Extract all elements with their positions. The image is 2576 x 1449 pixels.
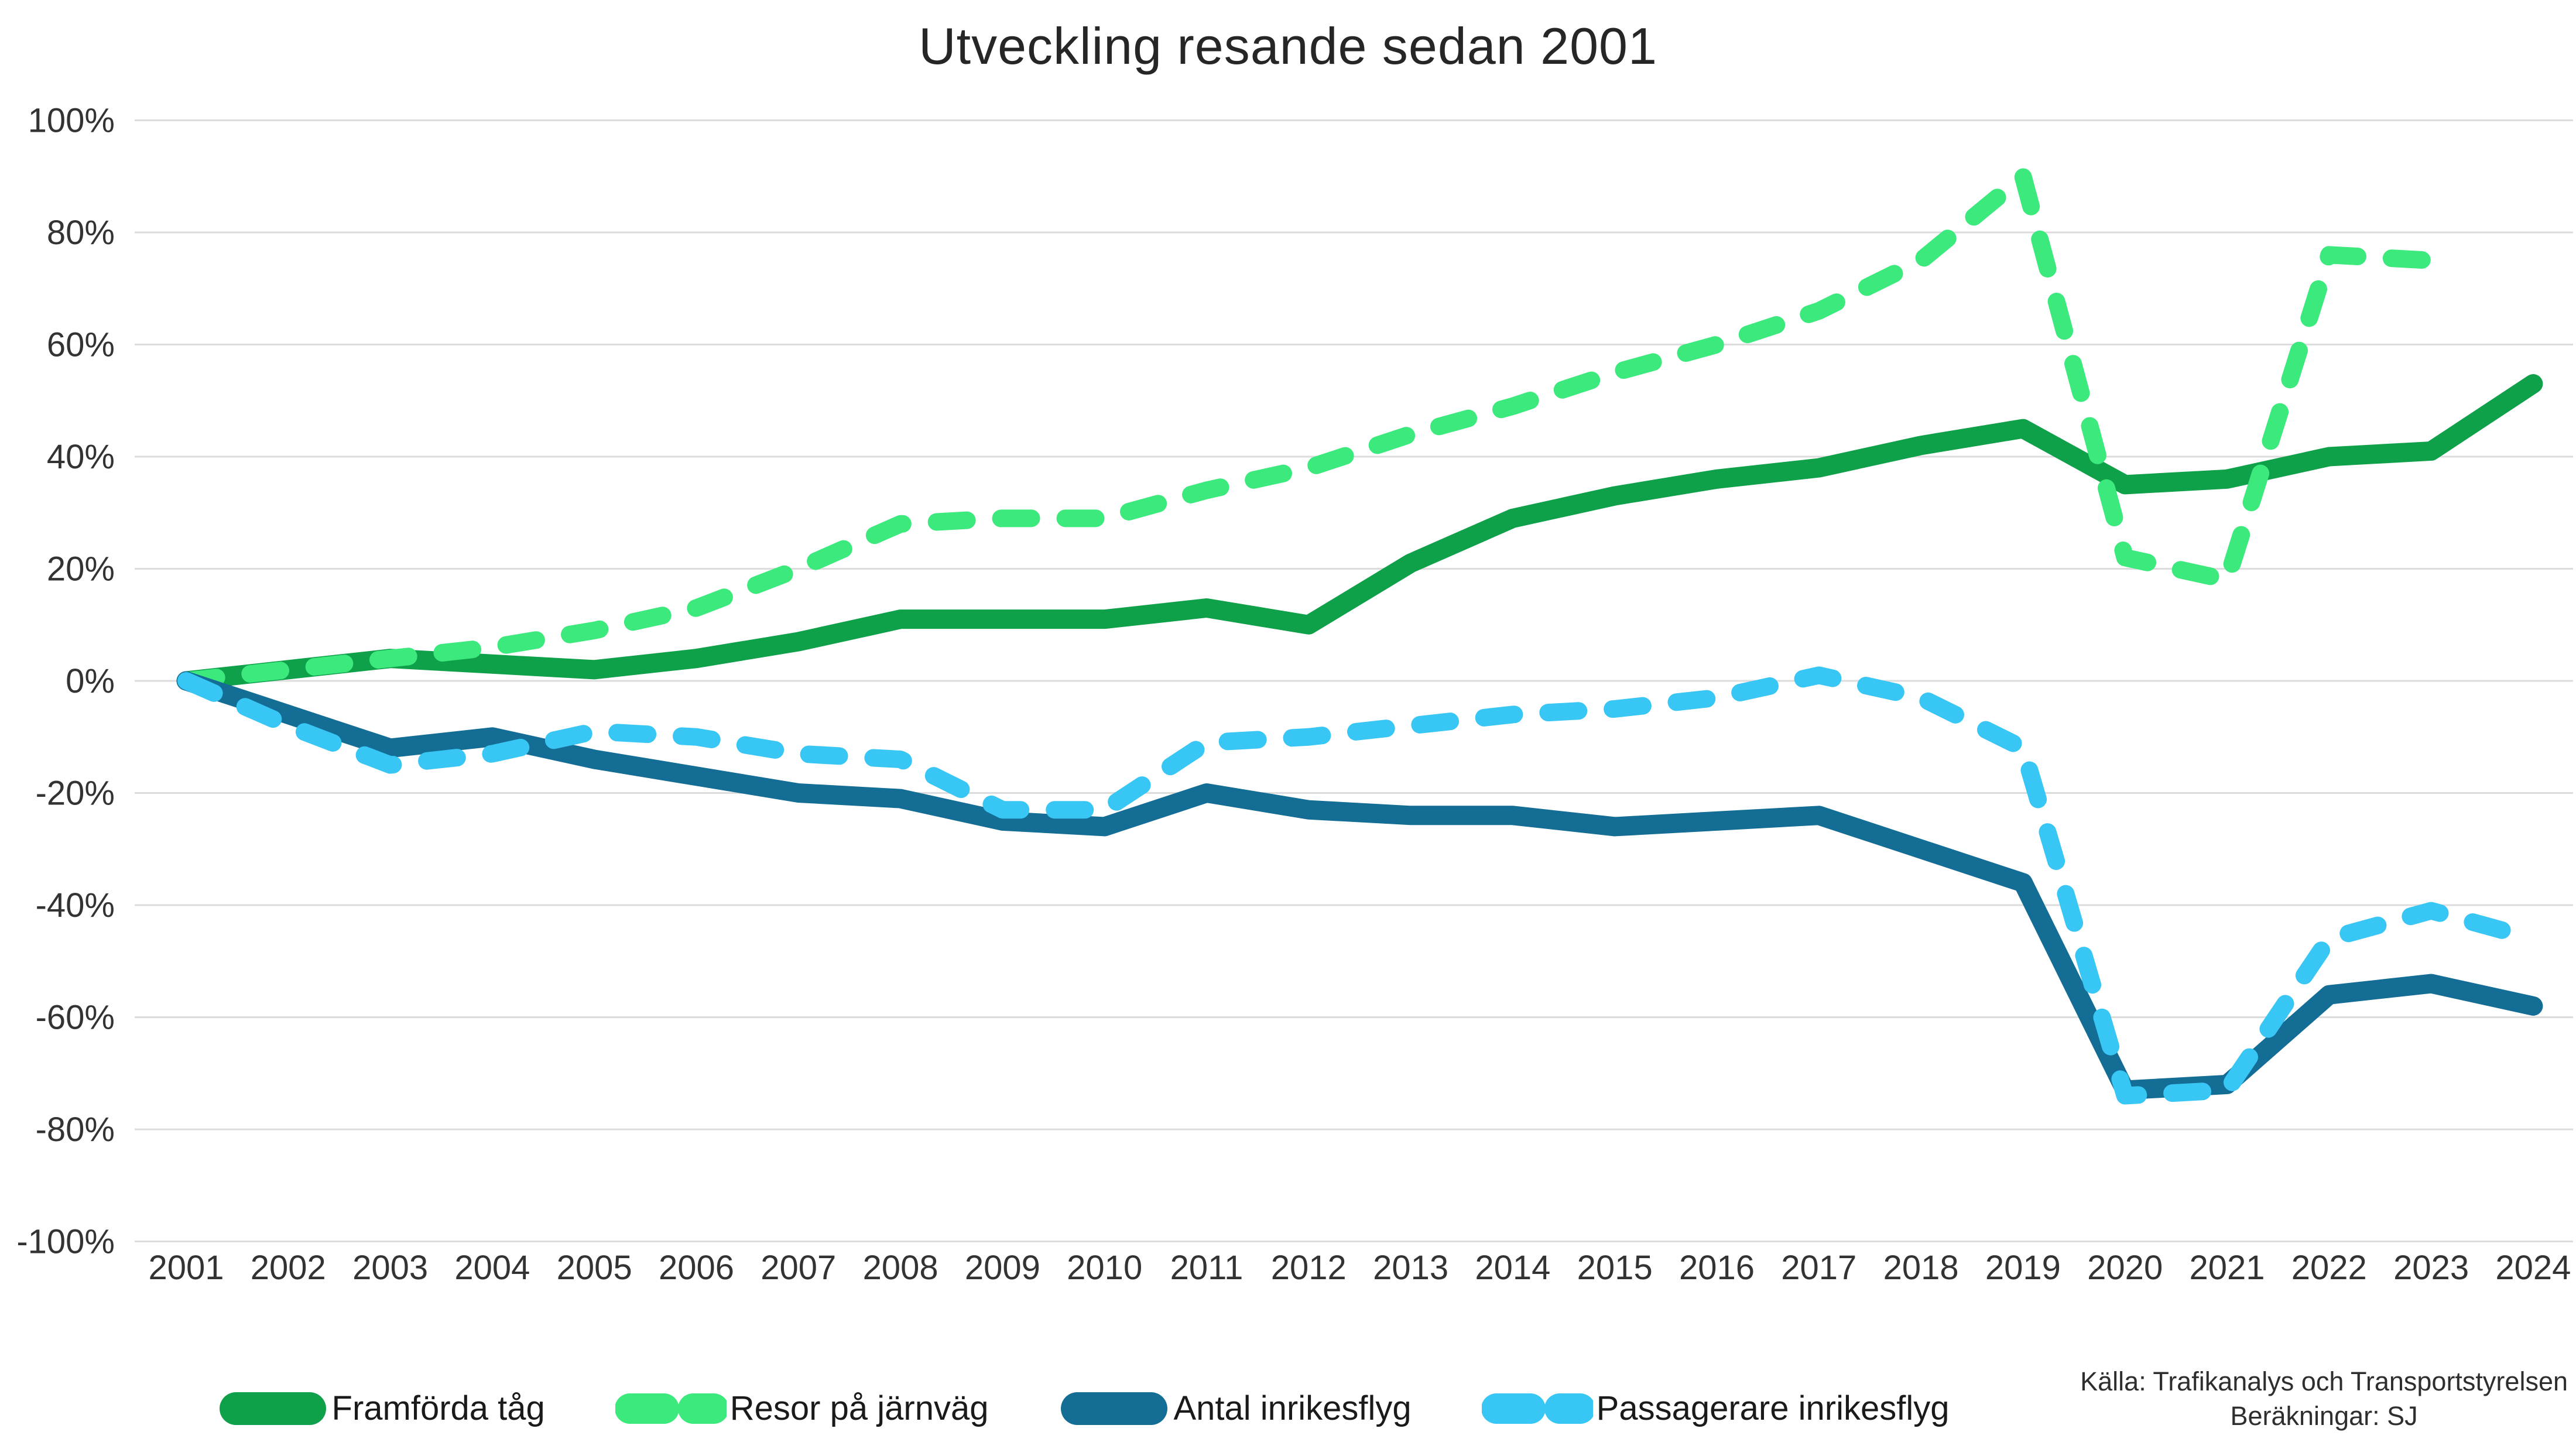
legend-item-passagerare-inrikesflyg: Passagerare inrikesflyg xyxy=(1481,1389,1950,1428)
series-line-resor-pa-jarnvag xyxy=(177,167,2440,690)
x-tick-label: 2007 xyxy=(761,1249,836,1287)
legend-item-framforda-tag: Framförda tåg xyxy=(217,1389,545,1428)
x-tick-label: 2001 xyxy=(148,1249,224,1287)
legend-item-antal-inrikesflyg: Antal inrikesflyg xyxy=(1059,1389,1412,1428)
source-line-1: Källa: Trafikanalys och Transportstyrels… xyxy=(2080,1366,2568,1396)
y-tick-label: -60% xyxy=(36,999,115,1037)
legend-label: Antal inrikesflyg xyxy=(1173,1389,1412,1427)
x-tick-label: 2006 xyxy=(659,1249,734,1287)
x-tick-label: 2014 xyxy=(1475,1249,1550,1287)
x-tick-label: 2008 xyxy=(863,1249,938,1287)
x-tick-label: 2009 xyxy=(965,1249,1040,1287)
x-tick-label: 2019 xyxy=(1985,1249,2061,1287)
x-tick-label: 2010 xyxy=(1067,1249,1142,1287)
y-tick-label: 60% xyxy=(47,326,115,364)
x-tick-label: 2005 xyxy=(557,1249,632,1287)
y-tick-label: -100% xyxy=(16,1223,115,1261)
x-tick-label: 2012 xyxy=(1271,1249,1347,1287)
legend-swatch-dashed-green-icon xyxy=(615,1393,727,1424)
y-tick-label: 20% xyxy=(47,550,115,588)
chart-title: Utveckling resande sedan 2001 xyxy=(919,17,1657,75)
x-tick-label: 2002 xyxy=(251,1249,326,1287)
x-tick-label: 2013 xyxy=(1373,1249,1448,1287)
y-tick-label: 80% xyxy=(47,214,115,252)
x-tick-label: 2022 xyxy=(2291,1249,2367,1287)
source-note: Källa: Trafikanalys och Transportstyrels… xyxy=(2080,1364,2568,1434)
x-tick-label: 2020 xyxy=(2087,1249,2163,1287)
x-tick-label: 2015 xyxy=(1577,1249,1653,1287)
x-tick-label: 2024 xyxy=(2495,1249,2571,1287)
y-tick-label: 0% xyxy=(66,662,115,700)
legend-swatch-solid-teal-icon xyxy=(1061,1392,1168,1425)
legend-label: Resor på järnväg xyxy=(729,1389,989,1427)
x-tick-label: 2017 xyxy=(1781,1249,1856,1287)
legend-label: Framförda tåg xyxy=(331,1389,545,1427)
legend-label: Passagerare inrikesflyg xyxy=(1596,1389,1950,1427)
y-tick-label: -20% xyxy=(36,775,115,813)
series-line-passagerare-inrikesflyg xyxy=(177,666,2542,1105)
y-tick-label: 40% xyxy=(47,438,115,476)
series-line-framforda-tag xyxy=(176,374,2543,691)
y-tick-label: -80% xyxy=(36,1111,115,1149)
x-tick-label: 2004 xyxy=(454,1249,530,1287)
x-tick-label: 2023 xyxy=(2393,1249,2469,1287)
y-tick-label: -40% xyxy=(36,886,115,924)
x-tick-label: 2021 xyxy=(2189,1249,2265,1287)
x-tick-label: 2018 xyxy=(1883,1249,1959,1287)
legend: Framförda tåg Resor på järnväg Antal inr… xyxy=(0,1389,2166,1428)
source-line-2: Beräkningar: SJ xyxy=(2230,1401,2418,1431)
legend-swatch-solid-green-icon xyxy=(219,1392,326,1425)
x-tick-label: 2011 xyxy=(1170,1249,1244,1287)
x-tick-label: 2016 xyxy=(1679,1249,1755,1287)
y-tick-label: 100% xyxy=(28,102,115,140)
x-tick-label: 2003 xyxy=(352,1249,428,1287)
legend-item-resor-pa-jarnvag: Resor på järnväg xyxy=(615,1389,989,1428)
series-line-antal-inrikesflyg xyxy=(176,671,2543,1100)
legend-swatch-dashed-blue-icon xyxy=(1481,1393,1593,1424)
